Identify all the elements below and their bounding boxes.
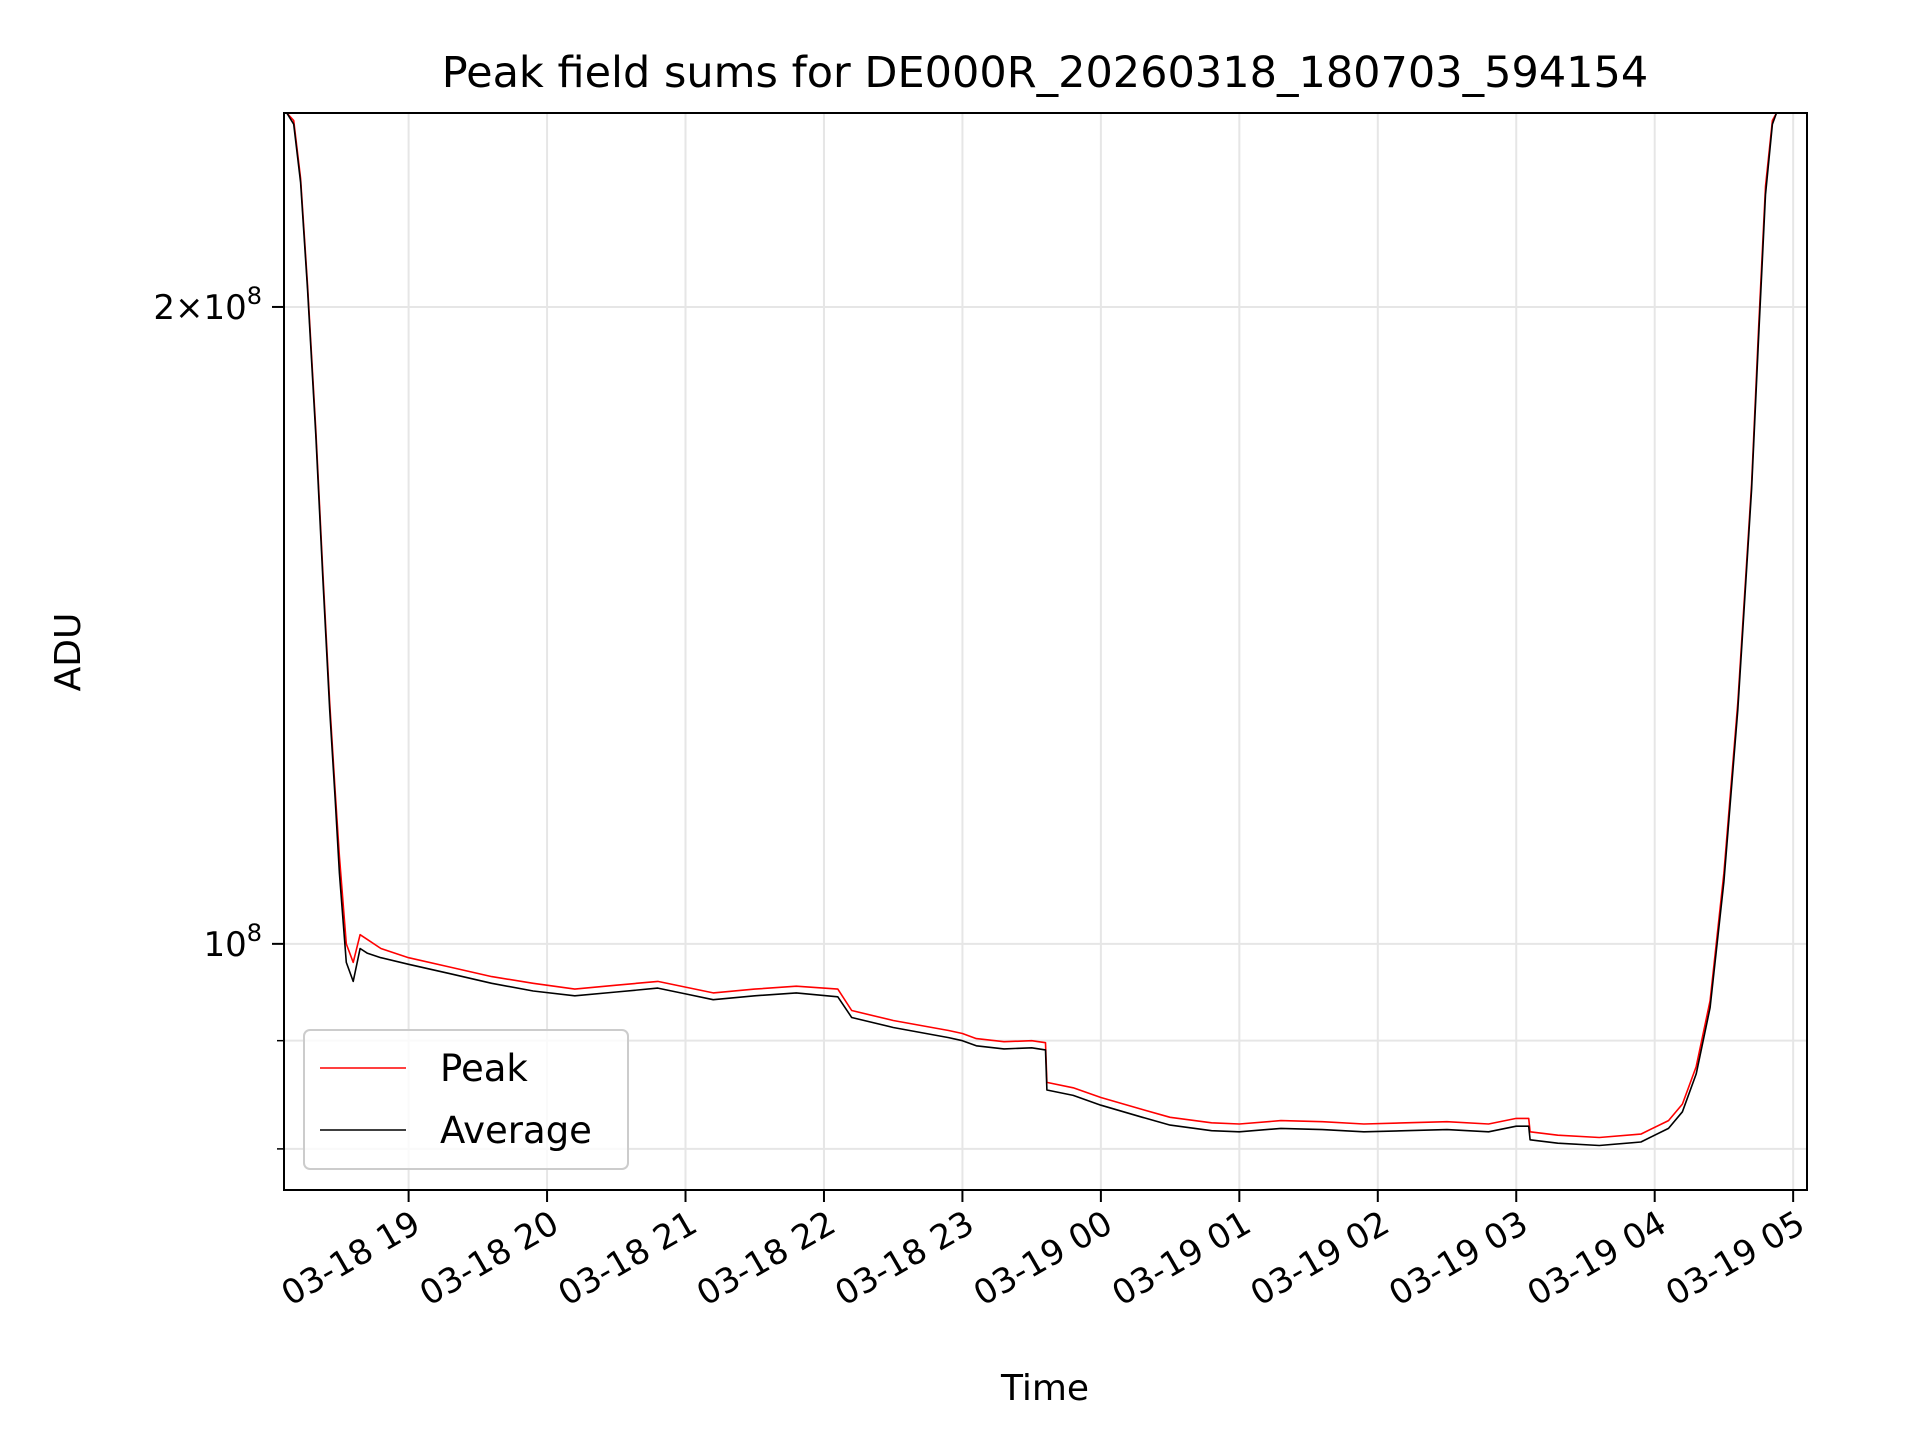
y-axis-label: ADU [48, 613, 89, 692]
x-axis-label: Time [1000, 1368, 1089, 1409]
series-line-average [286, 113, 1783, 1147]
legend-label-average: Average [440, 1109, 592, 1152]
legend: Peak Average [303, 1029, 629, 1170]
y-tick-label: 2×108 [153, 282, 262, 328]
legend-label-peak: Peak [440, 1047, 528, 1090]
y-tick-label: 108 [203, 919, 262, 965]
chart-title: Peak field sums for DE000R_20260318_1807… [442, 48, 1649, 98]
plot-series [286, 113, 1783, 1147]
gridlines [284, 113, 1807, 1190]
series-line-peak [286, 113, 1783, 1139]
legend-box [303, 1029, 629, 1170]
axes-frame [283, 112, 1808, 1191]
